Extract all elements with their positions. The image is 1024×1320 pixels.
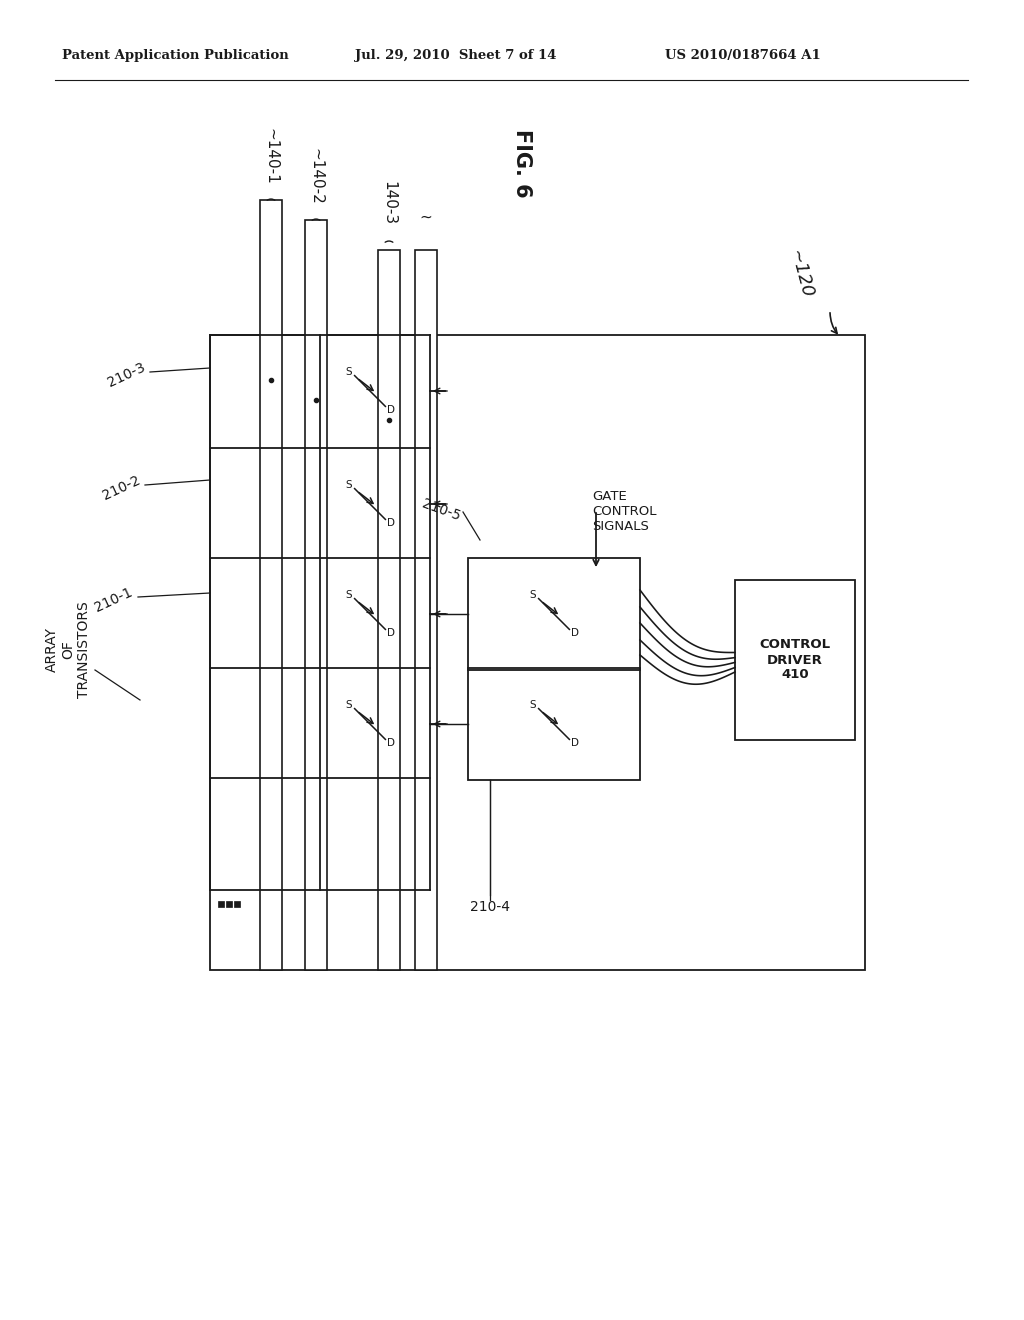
Text: S: S bbox=[346, 590, 352, 601]
Text: Jul. 29, 2010  Sheet 7 of 14: Jul. 29, 2010 Sheet 7 of 14 bbox=[355, 49, 556, 62]
Bar bbox=[210, 335, 865, 970]
Text: US 2010/0187664 A1: US 2010/0187664 A1 bbox=[665, 49, 821, 62]
Bar bbox=[735, 579, 855, 741]
Text: D: D bbox=[571, 738, 579, 747]
Text: ~: ~ bbox=[420, 210, 432, 224]
Text: S: S bbox=[529, 701, 537, 710]
Text: FIG. 6: FIG. 6 bbox=[512, 129, 532, 198]
Text: 210-3: 210-3 bbox=[105, 360, 148, 389]
Text: 210-2: 210-2 bbox=[100, 473, 143, 503]
Text: ~140-2: ~140-2 bbox=[308, 148, 324, 205]
Text: D: D bbox=[387, 628, 395, 638]
Text: D: D bbox=[571, 628, 579, 638]
Bar bbox=[234, 902, 240, 907]
Text: S: S bbox=[529, 590, 537, 601]
Bar bbox=[260, 201, 282, 970]
Bar bbox=[468, 668, 640, 780]
Text: ~140-1: ~140-1 bbox=[263, 128, 279, 185]
Text: 210-4: 210-4 bbox=[470, 900, 510, 913]
Bar bbox=[226, 902, 232, 907]
Text: ARRAY
OF
TRANSISTORS: ARRAY OF TRANSISTORS bbox=[45, 602, 91, 698]
Bar bbox=[468, 558, 640, 671]
Bar bbox=[415, 249, 437, 970]
Bar bbox=[378, 249, 400, 970]
Text: Patent Application Publication: Patent Application Publication bbox=[62, 49, 289, 62]
Text: S: S bbox=[346, 701, 352, 710]
Text: 140-3: 140-3 bbox=[382, 181, 396, 224]
Text: S: S bbox=[346, 480, 352, 490]
Text: D: D bbox=[387, 405, 395, 414]
Text: ~120: ~120 bbox=[784, 247, 815, 300]
Text: 210-5: 210-5 bbox=[420, 496, 462, 524]
Text: S: S bbox=[346, 367, 352, 378]
Text: D: D bbox=[387, 517, 395, 528]
Bar bbox=[305, 220, 327, 970]
Text: 210-1: 210-1 bbox=[93, 585, 135, 615]
Text: CONTROL
DRIVER
410: CONTROL DRIVER 410 bbox=[760, 639, 830, 681]
Bar bbox=[218, 902, 224, 907]
Text: D: D bbox=[387, 738, 395, 747]
Text: GATE
CONTROL
SIGNALS: GATE CONTROL SIGNALS bbox=[592, 490, 656, 533]
